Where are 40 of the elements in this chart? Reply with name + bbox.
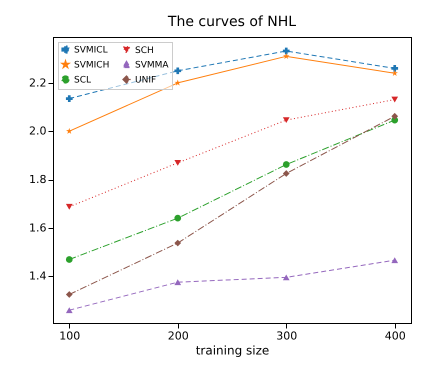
point (392, 70, 398, 76)
point (282, 274, 290, 280)
x-axis-title: training size (196, 344, 270, 358)
point (174, 240, 182, 246)
legend-label: UNIF (135, 76, 156, 86)
y-tick-label: 1.4 (29, 270, 46, 283)
point (391, 112, 398, 120)
point (174, 279, 182, 286)
y-tick-label: 2.0 (29, 124, 46, 138)
point (282, 117, 290, 123)
point (282, 48, 290, 54)
point (282, 170, 290, 177)
point (174, 160, 182, 166)
legend-label: SVMICL (74, 46, 108, 56)
y-tick-label: 2.2 (29, 76, 46, 90)
point (391, 257, 398, 264)
point (66, 307, 73, 314)
x-tick-label: 400 (384, 330, 406, 342)
point (283, 52, 290, 60)
legend-label: SCL (74, 76, 92, 86)
point (391, 96, 398, 102)
legend-label: SVMICH (74, 60, 110, 70)
point (66, 204, 73, 210)
point (174, 67, 182, 74)
x-tick-label: 300 (276, 330, 298, 342)
x-tick-label: 100 (59, 330, 80, 342)
chart-title: The curves of NHL (166, 14, 296, 30)
point (66, 291, 73, 298)
legend-label: SCH (135, 46, 154, 56)
point (391, 65, 398, 72)
legend-label: SVMMA (135, 60, 170, 70)
point (66, 95, 73, 102)
y-tick-label: 1.6 (29, 221, 46, 234)
point (66, 256, 73, 263)
point (282, 161, 290, 168)
point (66, 128, 72, 134)
y-tick-label: 1.8 (29, 173, 46, 186)
point (174, 80, 181, 86)
point (174, 214, 182, 222)
x-tick-label: 200 (168, 330, 189, 342)
